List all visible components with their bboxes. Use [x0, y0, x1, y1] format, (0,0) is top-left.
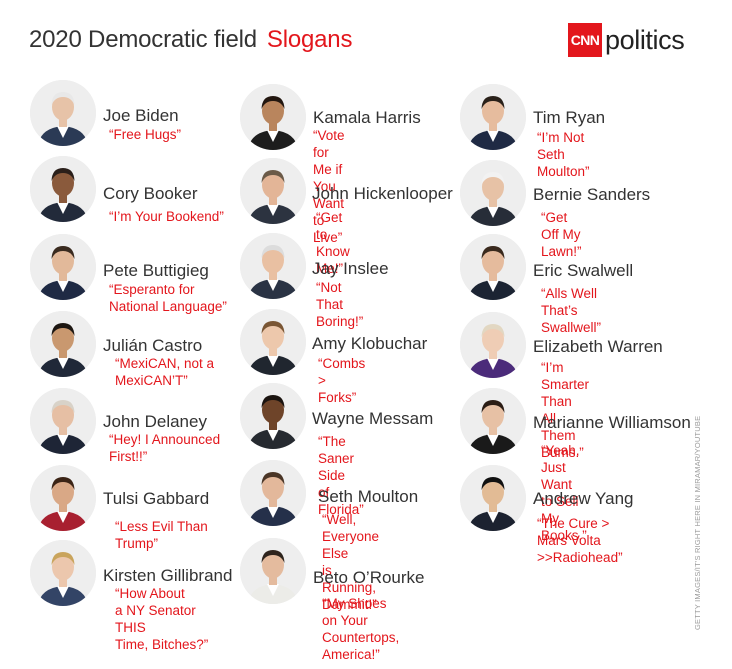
candidate-slogan: “My Shoes on Your Countertops, America!” — [322, 596, 400, 662]
candidate-amy-klobuchar: Amy Klobuchar “Combs > Forks” — [0, 0, 427, 405]
candidate-name: Elizabeth Warren — [533, 337, 663, 356]
candidate-name: Wayne Messam — [312, 409, 434, 428]
candidate-slogan: “The Cure > Mars Volta >>Radiohead” — [537, 516, 623, 565]
portrait-joe-biden — [30, 80, 96, 146]
cnn-logo: CNN — [568, 23, 602, 57]
candidate-slogan: “Get to Know Me!” — [316, 210, 350, 276]
candidate-name: Joe Biden — [103, 106, 179, 125]
photo-credit: GETTY IMAGES/IT'S RIGHT HERE IN MIRAMAR/… — [693, 410, 703, 630]
cnn-politics-logo: CNN politics — [568, 23, 685, 57]
portrait-amy-klobuchar — [240, 309, 306, 375]
candidate-slogan: “Get Off My Lawn!” — [541, 210, 582, 259]
portrait-andrew-yang — [460, 465, 526, 531]
candidate-slogan: “I’m Smarter Than All Them Bums.” — [541, 360, 590, 460]
portrait-marianne-williamson — [460, 388, 526, 454]
title-accent: Slogans — [266, 26, 353, 53]
candidate-name: John Hickenlooper — [312, 184, 453, 203]
candidate-slogan: “Yeah, Just Want to Sell My Books.” — [541, 443, 587, 543]
candidate-marianne-williamson: Marianne Williamson “Yeah, Just Want to S… — [0, 0, 691, 543]
candidate-slogan: “MexiCAN, not a MexiCAN’T” — [115, 356, 215, 388]
candidate-tulsi-gabbard: Tulsi Gabbard “Less Evil Than Trump” — [0, 0, 230, 551]
portrait-john-delaney — [30, 388, 96, 454]
candidate-julian-castro: Julián Castro “MexiCAN, not a MexiCAN’T” — [0, 0, 230, 388]
politics-wordmark: politics — [605, 24, 685, 55]
candidate-slogan: “Less Evil Than Trump” — [115, 519, 208, 551]
candidate-name: John Delaney — [103, 412, 207, 431]
candidate-seth-moulton: Seth Moulton “Well, Everyone Else is Runn… — [0, 0, 418, 612]
candidate-name: Beto O’Rourke — [313, 568, 425, 587]
candidate-slogan: “Vote for Me if You Want to Live” — [313, 128, 345, 245]
candidate-slogan: “Not That Boring!” — [316, 280, 364, 329]
portrait-kamala-harris — [240, 84, 306, 150]
candidate-name: Bernie Sanders — [533, 185, 651, 204]
title-text: 2020 Democratic field — [29, 26, 257, 53]
candidate-name: Tulsi Gabbard — [103, 489, 210, 508]
portrait-bernie-sanders — [460, 160, 526, 226]
candidate-john-delaney: John Delaney “Hey! I Announced First!!” — [0, 0, 230, 464]
candidate-andrew-yang: Andrew Yang “The Cure > Mars Volta >>Radi… — [0, 0, 634, 565]
candidate-kamala-harris: Kamala Harris “Vote for Me if You Want to… — [0, 0, 421, 245]
candidate-elizabeth-warren: Elizabeth Warren “I’m Smarter Than All Th… — [0, 0, 663, 460]
portrait-julian-castro — [30, 311, 96, 377]
candidate-jay-inslee: Jay Inslee “Not That Boring!” — [0, 0, 389, 329]
candidate-name: Julián Castro — [103, 336, 203, 355]
candidate-name: Andrew Yang — [533, 489, 634, 508]
candidate-slogan: “I’m Your Bookend” — [109, 209, 224, 224]
candidate-name: Eric Swalwell — [533, 261, 634, 280]
candidate-slogan: “Well, Everyone Else is Running, Dammit!… — [322, 512, 380, 612]
photo-credit-text: GETTY IMAGES/IT'S RIGHT HERE IN MIRAMAR/… — [693, 415, 702, 630]
candidate-bernie-sanders: Bernie Sanders “Get Off My Lawn!” — [0, 0, 650, 259]
candidate-slogan: “Free Hugs” — [109, 127, 182, 142]
portrait-elizabeth-warren — [460, 312, 526, 378]
candidate-slogan: “I’m Not Seth Moulton” — [537, 130, 590, 179]
candidate-pete-buttigieg: Pete Buttigieg “Esperanto for National La… — [0, 0, 230, 314]
portrait-seth-moulton — [240, 460, 306, 526]
candidate-slogan: “Combs > Forks” — [318, 356, 366, 405]
candidate-wayne-messam: Wayne Messam “The Saner Side of Florida” — [0, 0, 433, 517]
candidate-name: Jay Inslee — [312, 259, 389, 278]
portrait-tulsi-gabbard — [30, 465, 96, 531]
portrait-beto-o-rourke — [240, 538, 306, 604]
candidate-name: Amy Klobuchar — [312, 334, 428, 353]
candidate-name: Seth Moulton — [318, 487, 419, 506]
candidate-tim-ryan: Tim Ryan “I’m Not Seth Moulton” — [0, 0, 605, 179]
portrait-pete-buttigieg — [30, 234, 96, 300]
candidate-slogan: “Alls Well That’s Swallwell” — [541, 286, 602, 335]
candidate-slogan: “Esperanto for National Language” — [109, 282, 227, 314]
candidate-slogan: “How About a NY Senator THIS Time, Bitch… — [115, 586, 209, 652]
candidate-cory-booker: Cory Booker “I’m Your Bookend” — [0, 0, 230, 224]
candidate-slogan: “Hey! I Announced First!!” — [109, 432, 221, 464]
candidate-joe-biden: Joe Biden “Free Hugs” — [0, 0, 230, 146]
portrait-wayne-messam — [240, 383, 306, 449]
candidate-kirsten-gillibrand: Kirsten Gillibrand “How About a NY Senato… — [0, 0, 232, 652]
candidate-name: Pete Buttigieg — [103, 261, 209, 280]
page-title: 2020 Democratic field Slogans — [29, 26, 352, 54]
candidate-eric-swalwell: Eric Swalwell “Alls Well That’s Swallwell… — [0, 0, 633, 335]
portrait-eric-swalwell — [460, 234, 526, 300]
portrait-kirsten-gillibrand — [30, 540, 96, 606]
portrait-john-hickenlooper — [240, 158, 306, 224]
portrait-jay-inslee — [240, 233, 306, 299]
candidate-john-hickenlooper: John Hickenlooper “Get to Know Me!” — [0, 0, 453, 276]
portrait-tim-ryan — [460, 84, 526, 150]
candidate-name: Tim Ryan — [533, 108, 606, 127]
portrait-cory-booker — [30, 156, 96, 222]
candidate-slogan: “The Saner Side of Florida” — [318, 434, 364, 517]
candidate-name: Cory Booker — [103, 184, 198, 203]
candidate-beto-o-rourke: Beto O’Rourke “My Shoes on Your Counterto… — [0, 0, 425, 662]
candidate-name: Marianne Williamson — [533, 413, 691, 432]
candidate-name: Kamala Harris — [313, 108, 421, 127]
candidate-name: Kirsten Gillibrand — [103, 566, 233, 585]
